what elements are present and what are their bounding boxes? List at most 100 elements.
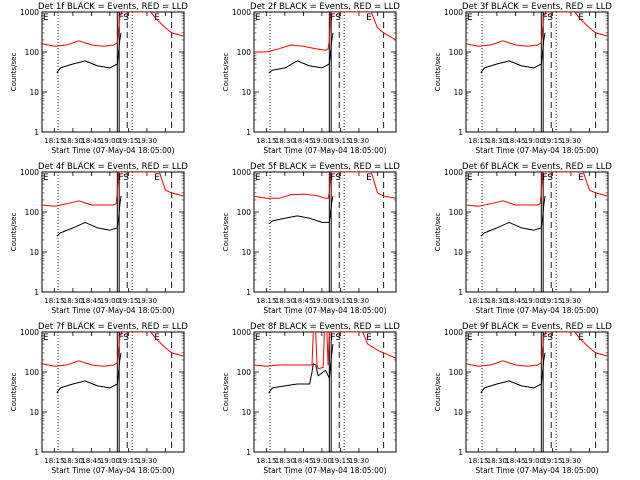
chart-panel-4: Det 4f BLACK = Events, RED = LLD 1 10 100 10… [10,162,188,315]
x-tick-label: 19:00 [100,457,120,465]
marker-label-E: E [467,173,473,183]
series-line-events [480,196,546,237]
traces [466,12,608,74]
marker-label-E: E [578,173,584,183]
x-tick-label: 19:00 [312,457,332,465]
traces [254,172,396,225]
plot-frame [253,331,397,453]
x-tick-label: 18:45 [293,297,313,305]
y-axis-label: Counts/sec [434,53,442,92]
x-axis-label: Start Time (07-May-04 18:05:00) [263,306,386,315]
plot-frame [41,171,185,293]
x-axis-label: Start Time (07-May-04 18:05:00) [263,146,386,155]
y-tick-label: 10 [453,248,463,257]
y-tick-label: 10 [29,408,39,417]
chart-panel-5: Det 5f BLACK = Events, RED = LLD 1 10 100 10… [222,162,400,315]
traces [42,12,184,74]
x-tick-label: 18:30 [487,297,507,305]
x-tick-label: 19:00 [524,137,544,145]
x-tick-label: 19:30 [349,457,369,465]
marker-label-S: S [335,333,341,343]
y-tick-label: 1 [34,448,39,457]
x-tick-label: 19:15 [330,297,350,305]
x-tick-label: 19:15 [118,137,138,145]
y-tick-label: 1 [458,128,463,137]
marker-label-F: F [542,333,547,343]
chart-title: Det 6f BLACK = Events, RED = LLD [462,162,612,172]
marker-label-F: F [118,13,123,23]
traces [466,172,608,237]
panels-container: Det 1f BLACK = Events, RED = LLD 1 10 100 10… [10,2,612,475]
marker-label-F: F [330,333,335,343]
series-line-lld [254,332,396,370]
y-tick-label: 1000 [444,168,463,177]
y-tick-label: 1 [34,288,39,297]
y-tick-label: 10 [241,248,251,257]
series-line-events [268,343,334,394]
x-tick-label: 18:15 [468,297,488,305]
x-tick-label: 19:15 [330,457,350,465]
plot-frame [41,331,185,453]
x-tick-label: 18:15 [44,137,64,145]
x-tick-label: 19:15 [118,457,138,465]
y-tick-label: 1000 [232,328,251,337]
y-tick-label: 1000 [444,8,463,17]
marker-label-E: E [366,173,372,183]
y-tick-label: 10 [453,88,463,97]
y-tick-label: 100 [449,368,464,377]
x-axis-label: Start Time (07-May-04 18:05:00) [263,466,386,475]
chart-title: Det 4f BLACK = Events, RED = LLD [38,162,188,172]
x-tick-label: 19:00 [524,297,544,305]
y-tick-label: 1 [246,128,251,137]
x-tick-label: 19:00 [100,137,120,145]
x-tick-label: 18:30 [487,457,507,465]
y-axis-label: Counts/sec [10,213,18,252]
x-tick-label: 18:45 [81,137,101,145]
chart-title: Det 7f BLACK = Events, RED = LLD [38,322,188,332]
y-tick-label: 100 [25,208,40,217]
x-tick-label: 19:15 [542,137,562,145]
y-tick-label: 100 [25,368,40,377]
x-tick-label: 19:15 [542,457,562,465]
marker-label-E: E [154,173,160,183]
y-tick-label: 1000 [20,328,39,337]
y-tick-label: 1 [458,288,463,297]
x-tick-label: 18:15 [44,297,64,305]
x-tick-label: 19:30 [137,457,157,465]
y-tick-label: 10 [453,408,463,417]
series-line-lld [254,172,396,199]
traces [42,172,184,237]
marker-label-S: S [123,173,129,183]
marker-label-E: E [578,333,584,343]
chart-panel-7: Det 7f BLACK = Events, RED = LLD 1 10 100 10… [10,322,188,475]
x-tick-label: 19:00 [312,297,332,305]
y-tick-label: 10 [241,408,251,417]
y-tick-label: 1000 [20,168,39,177]
x-tick-label: 18:45 [505,457,525,465]
y-tick-label: 100 [237,48,252,57]
x-tick-label: 19:30 [349,137,369,145]
series-line-lld [254,12,396,53]
y-axis-label: Counts/sec [222,213,230,252]
plot-frame [253,171,397,293]
y-tick-label: 1 [34,128,39,137]
series-line-events [268,32,334,74]
series-line-events [268,195,334,225]
y-tick-label: 100 [25,48,40,57]
x-tick-label: 18:30 [63,457,83,465]
x-axis-label: Start Time (07-May-04 18:05:00) [51,146,174,155]
marker-label-E: E [43,173,49,183]
y-tick-label: 100 [449,208,464,217]
x-tick-label: 19:15 [330,137,350,145]
y-axis-label: Counts/sec [434,213,442,252]
chart-panel-6: Det 6f BLACK = Events, RED = LLD 1 10 100 10… [434,162,612,315]
marker-label-F: F [118,173,123,183]
marker-label-E: E [578,13,584,23]
x-tick-label: 18:15 [256,137,276,145]
x-axis-label: Start Time (07-May-04 18:05:00) [475,146,598,155]
x-tick-label: 18:30 [275,297,295,305]
marker-label-F: F [118,333,123,343]
series-line-events [56,32,122,74]
y-axis-label: Counts/sec [10,53,18,92]
series-line-lld [466,172,608,207]
